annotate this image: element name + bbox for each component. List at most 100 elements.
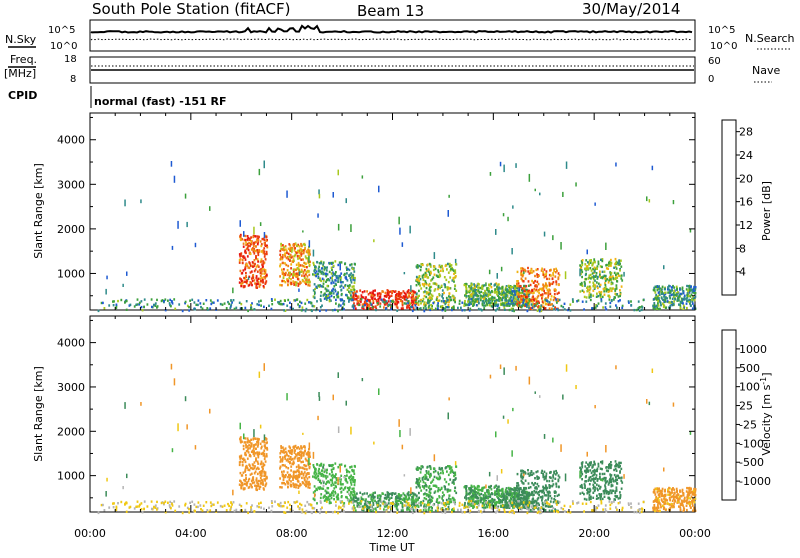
- velocity-echo: [339, 488, 341, 490]
- velocity-echo: [314, 471, 316, 473]
- power-echo: [265, 258, 267, 260]
- power-echo: [247, 310, 249, 312]
- power-echo: [501, 287, 503, 289]
- power-echo: [660, 302, 662, 304]
- power-echo: [433, 265, 435, 267]
- power-echo: [264, 277, 266, 279]
- power-echo: [616, 293, 618, 295]
- power-echo: [427, 264, 429, 266]
- power-echo: [514, 285, 516, 287]
- power-echo: [343, 303, 345, 305]
- power-echo: [441, 265, 443, 267]
- power-echo: [290, 278, 292, 280]
- velocity-echo: [341, 495, 343, 497]
- velocity-echo: [385, 494, 387, 496]
- velocity-echo: [449, 489, 451, 491]
- power-echo: [602, 271, 604, 273]
- power-echo: [449, 287, 451, 289]
- power-echo: [322, 285, 324, 287]
- velocity-echo: [449, 498, 451, 500]
- power-echo: [303, 251, 305, 253]
- power-echo: [284, 300, 286, 302]
- velocity-echo: [300, 461, 302, 463]
- noise-left-tick-bottom: 10^0: [50, 41, 77, 52]
- power-echo: [471, 293, 473, 295]
- power-echo: [395, 290, 397, 292]
- velocity-echo: [423, 509, 425, 511]
- power-echo: [459, 300, 461, 302]
- velocity-echo: [439, 468, 441, 470]
- power-echo: [512, 290, 514, 292]
- cpid-text: normal (fast) -151 RF: [94, 95, 227, 108]
- power-echo: [418, 280, 420, 282]
- power-echo: [596, 267, 598, 269]
- velocity-echo: [413, 493, 415, 495]
- noise-traces: [91, 26, 692, 40]
- power-echo: [249, 284, 251, 286]
- power-echo: [442, 289, 444, 291]
- power-echo: [566, 162, 568, 169]
- power-echo: [245, 275, 247, 277]
- power-echo: [263, 263, 265, 265]
- velocity-echo: [303, 477, 305, 479]
- power-echo: [556, 283, 558, 285]
- freq-panel: Freq. [MHz] 18 8 60 0 Nave: [4, 53, 780, 85]
- velocity-echo: [243, 487, 245, 489]
- power-echo: [497, 273, 499, 279]
- velocity-echo: [420, 465, 422, 467]
- velocity-echo: [319, 480, 321, 482]
- power-colorbar-tick-label: 20: [739, 172, 753, 185]
- power-echo: [596, 296, 598, 298]
- power-echo: [549, 293, 551, 295]
- velocity-echo: [434, 492, 436, 494]
- power-echo: [334, 289, 336, 291]
- velocity-echo: [428, 486, 430, 488]
- power-echo: [483, 307, 485, 309]
- power-echo: [195, 243, 197, 247]
- velocity-echo: [309, 483, 311, 485]
- velocity-echo: [263, 453, 265, 455]
- velocity-echo: [444, 488, 446, 490]
- velocity-echo: [322, 488, 324, 490]
- power-echo: [499, 287, 501, 289]
- power-echo: [544, 232, 546, 237]
- power-echo: [334, 309, 336, 311]
- power-echo: [126, 309, 128, 311]
- power-echo: [319, 310, 321, 312]
- power-echo: [289, 260, 291, 262]
- velocity-echo: [374, 492, 376, 494]
- velocity-echo: [260, 443, 262, 445]
- power-echo: [328, 290, 330, 292]
- velocity-echo: [322, 480, 324, 482]
- power-echo: [678, 303, 680, 305]
- power-echo: [547, 296, 549, 298]
- power-echo: [661, 297, 663, 299]
- power-echo: [511, 286, 513, 288]
- power-echo: [250, 236, 252, 238]
- power-echo: [579, 269, 581, 277]
- power-echo: [561, 305, 563, 307]
- power-echo: [422, 300, 424, 302]
- velocity-echo: [309, 467, 311, 469]
- velocity-echo: [470, 487, 472, 489]
- velocity-echo: [497, 501, 499, 503]
- velocity-echo: [253, 481, 255, 483]
- velocity-echo: [245, 468, 247, 470]
- power-echo: [260, 304, 262, 306]
- power-echo: [350, 294, 352, 296]
- velocity-echo: [282, 475, 284, 477]
- power-echo: [618, 300, 620, 302]
- power-echo: [351, 276, 353, 278]
- power-echo: [523, 280, 525, 282]
- velocity-echo: [350, 496, 352, 498]
- power-echo: [658, 285, 660, 287]
- power-echo: [601, 266, 603, 268]
- power-echo: [362, 291, 364, 293]
- power-echo: [512, 310, 514, 312]
- velocity-echo: [490, 499, 492, 501]
- power-echo: [600, 284, 602, 286]
- power-echo: [584, 282, 586, 284]
- power-echo: [496, 308, 498, 310]
- power-echo: [482, 300, 484, 302]
- power-echo: [232, 288, 234, 294]
